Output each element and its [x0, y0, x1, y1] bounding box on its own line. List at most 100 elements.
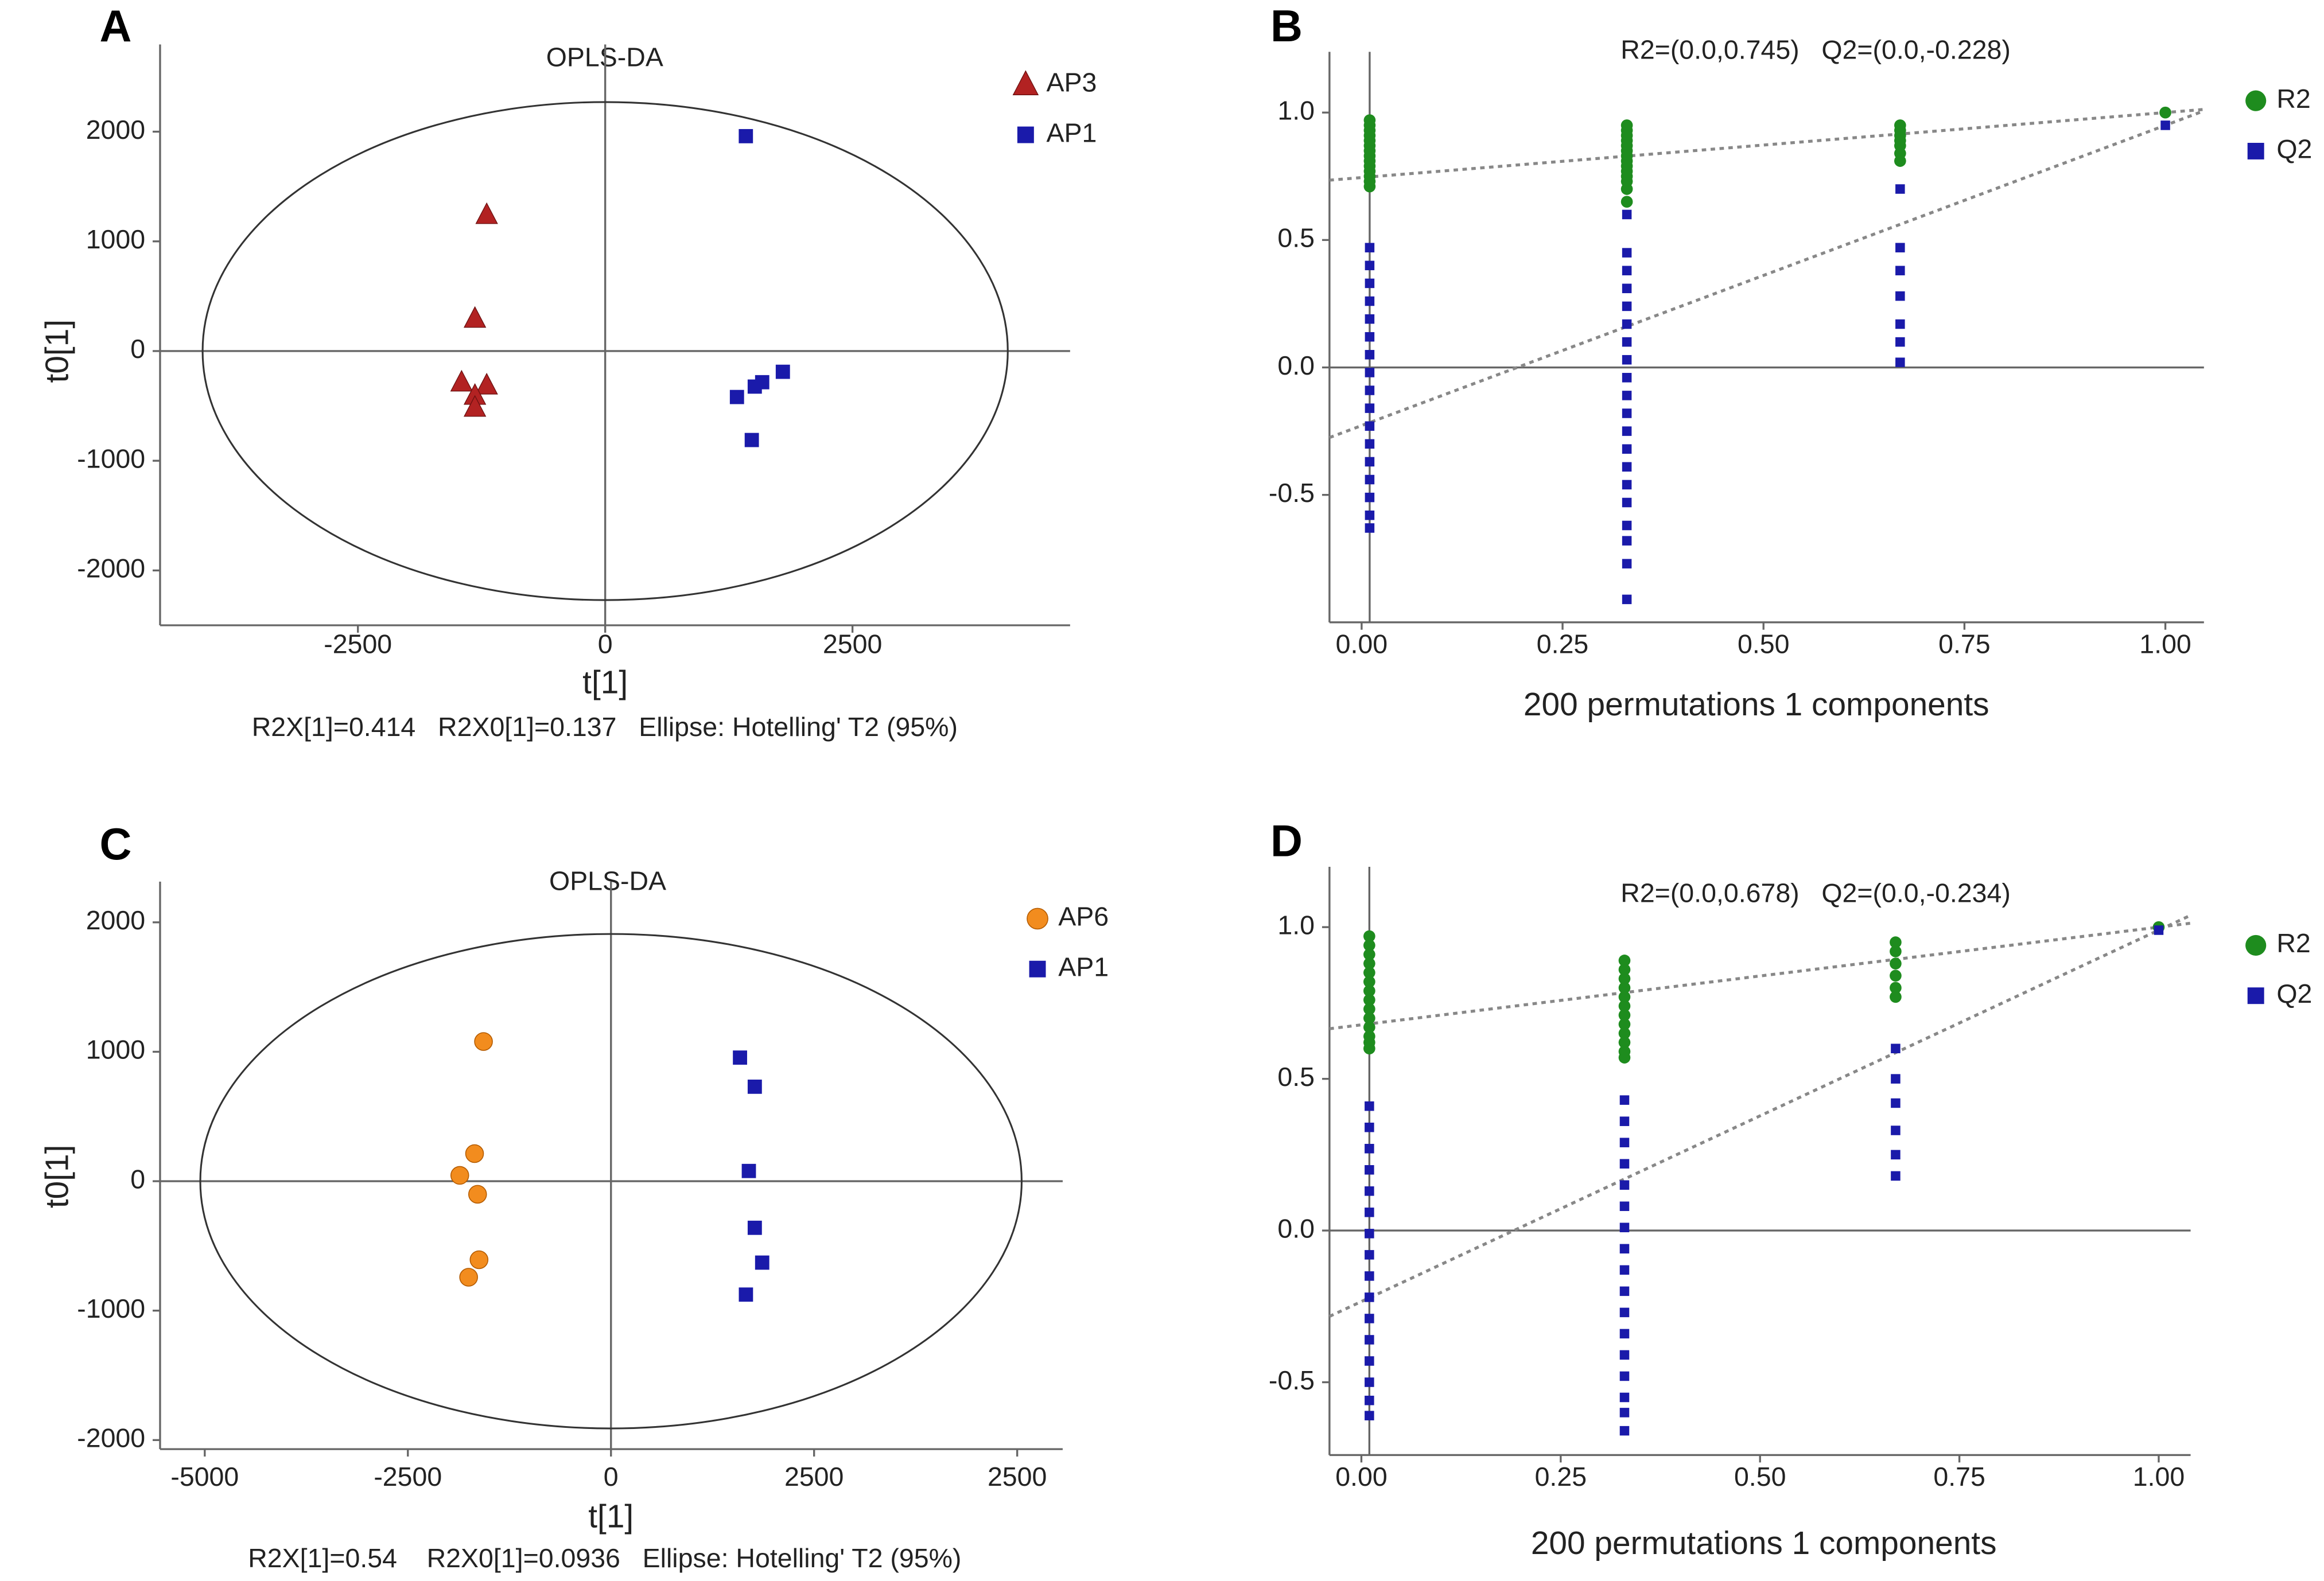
- legend-label: Q2: [2276, 134, 2312, 164]
- data-point: [1622, 426, 1632, 436]
- data-point: [1622, 520, 1632, 531]
- data-point: [1618, 955, 1631, 967]
- data-point: [1619, 1201, 1630, 1212]
- data-point: [1365, 243, 1375, 252]
- data-point: [1363, 930, 1375, 943]
- data-point: [1622, 408, 1632, 418]
- data-point: [1618, 963, 1631, 976]
- data-point: [1895, 291, 1905, 301]
- data-point: [1363, 948, 1375, 961]
- data-point: [1622, 559, 1632, 568]
- y-tick-label: 0.0: [1277, 1213, 1315, 1243]
- data-point: [1365, 510, 1375, 520]
- data-point: [1619, 1408, 1630, 1418]
- data-point: [1363, 180, 1376, 193]
- x-axis-label: 200 permutations 1 components: [1531, 1525, 1997, 1561]
- data-point: [1365, 1208, 1374, 1217]
- data-point: [1895, 243, 1905, 252]
- data-point: [450, 369, 473, 392]
- data-point: [1619, 1138, 1630, 1147]
- data-point: [1619, 1180, 1630, 1190]
- data-point: [1363, 976, 1375, 988]
- data-point: [1365, 1101, 1374, 1111]
- data-point: [1891, 1074, 1901, 1084]
- legend-marker: [1027, 908, 1048, 930]
- data-point: [1365, 350, 1375, 360]
- data-point: [1891, 1098, 1901, 1108]
- y-tick-label: -0.5: [1269, 1365, 1315, 1395]
- x-axis-label: t[1]: [582, 664, 628, 700]
- legend-marker: [1029, 960, 1046, 978]
- data-point: [1622, 266, 1632, 275]
- y-tick-label: 1.0: [1277, 910, 1315, 940]
- data-point: [741, 1163, 756, 1178]
- data-point: [747, 379, 762, 394]
- regression-line: [1328, 109, 2205, 439]
- data-point: [1895, 357, 1905, 367]
- panel-label: D: [1270, 817, 1303, 866]
- data-point: [1619, 1095, 1630, 1105]
- data-point: [465, 1144, 484, 1163]
- data-point: [1891, 1171, 1901, 1181]
- data-point: [1365, 1122, 1374, 1132]
- data-point: [1618, 1009, 1631, 1021]
- data-point: [1895, 184, 1905, 194]
- data-point: [1365, 1165, 1374, 1175]
- data-point: [475, 372, 498, 395]
- data-point: [1618, 1052, 1631, 1064]
- data-point: [1619, 1265, 1630, 1275]
- data-point: [1365, 1229, 1374, 1239]
- x-tick-label: 0: [598, 629, 613, 659]
- panel-label: A: [99, 2, 131, 51]
- data-point: [729, 390, 744, 404]
- y-tick-label: -0.5: [1269, 478, 1315, 508]
- x-tick-label: 0.75: [1933, 1462, 1985, 1492]
- data-point: [744, 433, 759, 447]
- x-axis-label: t[1]: [588, 1499, 634, 1535]
- legend-marker: [2245, 90, 2267, 111]
- data-point: [1619, 1116, 1630, 1126]
- data-point: [1619, 1392, 1630, 1403]
- data-point: [1895, 337, 1905, 347]
- legend-label: R2: [2276, 84, 2310, 114]
- data-point: [1895, 319, 1905, 329]
- data-point: [1365, 492, 1375, 503]
- hotelling-ellipse: [201, 101, 1009, 601]
- data-point: [733, 1050, 747, 1065]
- data-point: [1618, 1036, 1631, 1049]
- data-point: [1622, 497, 1632, 508]
- data-point: [474, 1032, 493, 1051]
- hotelling-ellipse: [199, 933, 1023, 1430]
- data-point: [1365, 332, 1375, 342]
- y-tick-label: 0: [130, 334, 145, 364]
- data-point: [1890, 969, 1902, 982]
- x-tick-label: -2500: [324, 629, 392, 659]
- data-point: [1365, 523, 1375, 533]
- y-tick-label: 1.0: [1277, 95, 1315, 125]
- legend-marker: [2247, 987, 2264, 1004]
- data-point: [1363, 1021, 1375, 1034]
- data-point: [463, 395, 487, 417]
- x-tick-label: 0.25: [1537, 629, 1588, 659]
- y-tick-label: 0.0: [1277, 351, 1315, 380]
- x-tick-label: 0.00: [1336, 629, 1388, 659]
- data-point: [1622, 462, 1632, 472]
- x-tick-label: 0.75: [1938, 629, 1990, 659]
- data-point: [1365, 278, 1375, 289]
- data-point: [1891, 1043, 1901, 1054]
- data-point: [468, 1185, 487, 1204]
- data-point: [463, 306, 487, 328]
- data-point: [1890, 957, 1902, 969]
- data-point: [1619, 1426, 1630, 1436]
- legend-marker: [1012, 70, 1039, 95]
- data-point: [1622, 248, 1632, 258]
- x-tick-label: 0.00: [1335, 1462, 1387, 1492]
- data-point: [1365, 403, 1375, 413]
- data-point: [450, 1166, 469, 1185]
- data-point: [1365, 421, 1375, 431]
- legend-label: R2: [2276, 928, 2310, 958]
- y-tick-label: -2000: [77, 554, 145, 583]
- data-point: [1365, 385, 1375, 395]
- data-point: [1622, 594, 1632, 605]
- legend-marker: [2245, 934, 2267, 956]
